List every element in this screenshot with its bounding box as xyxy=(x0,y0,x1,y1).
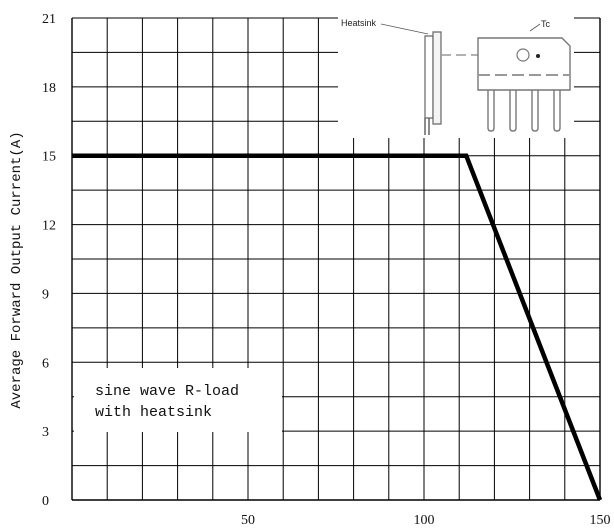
tc-label: Tc xyxy=(541,19,551,29)
y-tick-label: 0 xyxy=(42,494,49,509)
x-tick-label: 100 xyxy=(414,513,435,528)
annotation-box: sine wave R-load with heatsink xyxy=(74,368,282,432)
x-tick-label: 50 xyxy=(241,513,255,528)
y-tick-labels: 0 3 6 9 12 15 18 21 xyxy=(42,12,56,509)
annotation-line-1: sine wave R-load xyxy=(95,383,239,400)
derating-curve xyxy=(72,153,603,501)
y-tick-label: 15 xyxy=(42,150,56,165)
x-tick-label: 150 xyxy=(590,513,611,528)
y-axis-label: Average Forward Output Current(A) xyxy=(9,131,25,408)
y-tick-label: 18 xyxy=(42,81,56,96)
y-tick-label: 21 xyxy=(42,12,56,27)
y-tick-label: 9 xyxy=(42,287,49,302)
y-tick-label: 3 xyxy=(42,425,49,440)
y-tick-label: 6 xyxy=(42,356,49,371)
y-tick-label: 12 xyxy=(42,219,56,234)
series-group xyxy=(72,153,603,501)
heatsink-label: Heatsink xyxy=(341,18,377,28)
annotation-line-2: with heatsink xyxy=(95,404,212,421)
x-tick-labels: 50 100 150 xyxy=(241,513,611,528)
package-inset: Heatsink Tc xyxy=(338,8,574,138)
